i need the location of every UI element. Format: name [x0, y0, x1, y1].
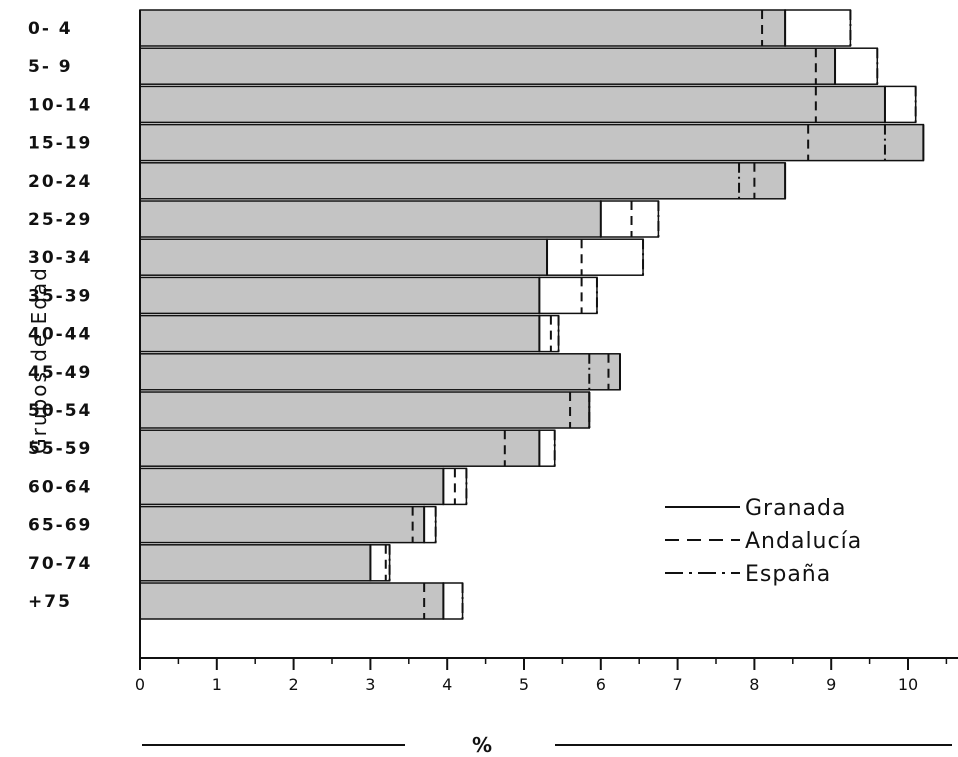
bar-0-4 — [139, 9, 786, 47]
bar-outline--75 — [442, 582, 464, 620]
legend-label-espana: España — [745, 562, 831, 587]
category-label: 35-39 — [28, 286, 92, 306]
bar-60-64 — [139, 467, 445, 506]
x-tick-label: 8 — [749, 675, 759, 694]
category-label: 60-64 — [28, 477, 92, 497]
bar-20-24 — [139, 162, 786, 200]
category-label: 50-54 — [28, 401, 92, 421]
category-label: 55-59 — [28, 439, 92, 459]
x-tick-label: 10 — [898, 675, 918, 694]
bar-50-54 — [139, 391, 591, 429]
bars-layer — [139, 9, 925, 620]
x-axis-unit-label: % — [472, 733, 492, 757]
category-label: 45-49 — [28, 363, 92, 383]
category-label: 10-14 — [28, 95, 92, 115]
category-label: +75 — [28, 592, 72, 612]
category-label: 0- 4 — [28, 19, 73, 39]
bar-45-49 — [139, 353, 621, 391]
bar-outline-0-4 — [784, 9, 852, 47]
x-tick-label: 9 — [826, 675, 836, 694]
bar-outline-65-69 — [423, 505, 437, 544]
legend-label-andalucia: Andalucía — [745, 529, 862, 554]
x-tick-label: 0 — [135, 675, 145, 694]
bar-65-69 — [139, 505, 425, 544]
x-tick-label: 3 — [365, 675, 375, 694]
bar-5-9 — [139, 47, 836, 85]
series-marks-layer — [369, 10, 925, 619]
bar-40-44 — [139, 314, 541, 353]
bar-70-74 — [139, 544, 372, 582]
bar--75 — [139, 582, 445, 620]
category-label: 5- 9 — [28, 57, 73, 77]
bar-15-19 — [139, 123, 925, 162]
x-tick-label: 5 — [519, 675, 529, 694]
bar-outline-30-34 — [546, 238, 644, 276]
legend: Granada Andalucía España — [665, 496, 862, 587]
category-label: 30-34 — [28, 248, 92, 268]
bar-outline-5-9 — [834, 47, 879, 85]
category-label: 40-44 — [28, 325, 92, 345]
x-tick-label: 4 — [442, 675, 452, 694]
category-label: 20-24 — [28, 172, 92, 192]
bar-30-34 — [139, 238, 548, 276]
x-tick-label: 6 — [596, 675, 606, 694]
legend-label-granada: Granada — [745, 496, 846, 521]
x-tick-label: 1 — [212, 675, 222, 694]
x-tick-label: 7 — [673, 675, 683, 694]
category-label: 15-19 — [28, 134, 92, 154]
bar-outline-25-29 — [600, 200, 660, 238]
bar-25-29 — [139, 200, 602, 238]
bar-outline-35-39 — [538, 276, 598, 315]
category-labels: 0- 4 5- 9 10-14 15-19 20-24 25-29 30-34 35-39 40… — [28, 19, 92, 612]
category-label: 65-69 — [28, 516, 92, 536]
x-tick-label: 2 — [289, 675, 299, 694]
y-axis-title: Grupos de Edad — [27, 266, 51, 454]
category-label: 70-74 — [28, 554, 92, 574]
bar-10-14 — [139, 85, 886, 124]
bar-55-59 — [139, 429, 541, 467]
bar-outline-40-44 — [538, 314, 560, 353]
x-axis: 0 1 2 3 4 5 6 7 8 9 10 — [135, 10, 958, 694]
bar-35-39 — [139, 276, 541, 315]
bar-outline-55-59 — [538, 429, 556, 467]
category-label: 25-29 — [28, 210, 92, 230]
bar-outline-10-14 — [884, 85, 917, 124]
